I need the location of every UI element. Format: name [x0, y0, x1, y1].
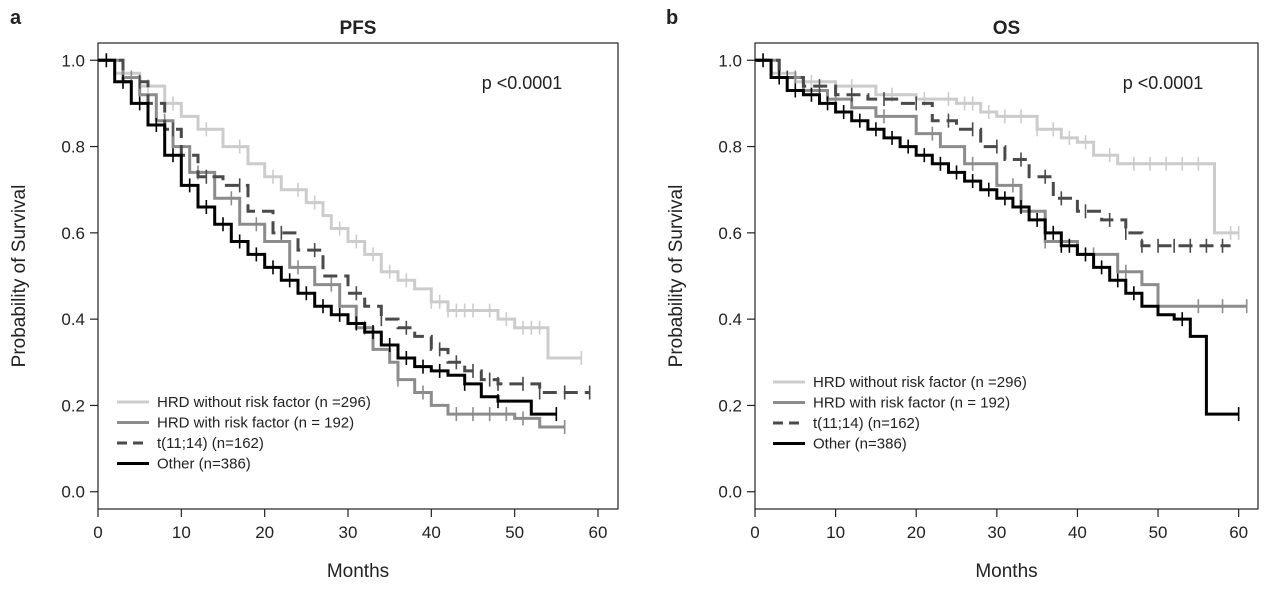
x-tick-label: 20 — [255, 523, 274, 542]
x-tick-label: 50 — [1149, 523, 1168, 542]
x-axis-title: Months — [975, 561, 1037, 582]
legend-label: HRD with risk factor (n = 192) — [157, 415, 354, 432]
x-tick-label: 50 — [505, 523, 524, 542]
y-tick-label: 1.0 — [61, 51, 85, 70]
series-line-other — [98, 58, 557, 416]
x-tick-label: 0 — [750, 523, 759, 542]
chart-panel-a: a PFS 0.0 0.2 0.4 0.6 0.8 1.0 0 10 20 30 40 50 60 Month… — [9, 7, 619, 582]
x-tick-label: 30 — [987, 523, 1006, 542]
legend-label: HRD with risk factor (n = 192) — [813, 395, 1010, 412]
legend-label: HRD without risk factor (n =296) — [813, 374, 1027, 391]
y-tick-label: 1.0 — [718, 51, 742, 70]
y-tick-label: 0.0 — [61, 483, 85, 502]
y-tick-label: 0.8 — [718, 138, 742, 157]
x-tick-label: 40 — [1068, 523, 1087, 542]
y-axis-title: Probability of Survival — [9, 185, 30, 368]
y-tick-label: 0.0 — [718, 483, 742, 502]
y-tick-label: 0.4 — [718, 310, 742, 329]
legend-label: Other (n=386) — [157, 456, 251, 473]
y-tick-label: 0.4 — [61, 310, 85, 329]
series-line-hrd_without — [755, 58, 1239, 235]
y-tick-label: 0.6 — [61, 224, 85, 243]
panel-title: PFS — [340, 18, 377, 39]
legend-label: t(11;14) (n=162) — [813, 415, 920, 432]
x-tick-label: 10 — [826, 523, 845, 542]
series-line-t1114 — [98, 58, 590, 394]
x-tick-label: 60 — [589, 523, 608, 542]
series-line-hrd_with — [755, 58, 1247, 308]
x-tick-label: 40 — [422, 523, 441, 542]
x-axis-title: Months — [327, 561, 389, 582]
legend-label: Other (n=386) — [813, 436, 907, 453]
panel-title: OS — [993, 18, 1020, 39]
y-axis-title: Probability of Survival — [666, 185, 687, 368]
x-tick-label: 60 — [1229, 523, 1248, 542]
x-tick-label: 20 — [907, 523, 926, 542]
series-line-t1114 — [755, 58, 1231, 248]
y-tick-label: 0.8 — [61, 138, 85, 157]
x-tick-label: 0 — [93, 523, 102, 542]
y-tick-label: 0.2 — [718, 396, 742, 415]
plot-frame — [97, 42, 619, 510]
chart-panel-b: b OS 0.0 0.2 0.4 0.6 0.8 1.0 0 10 20 30 40 50 60 Months… — [666, 7, 1259, 582]
series-line-hrd_with — [98, 58, 565, 429]
y-tick-label: 0.6 — [718, 224, 742, 243]
legend-label: t(11;14) (n=162) — [157, 435, 264, 452]
series-line-other — [755, 58, 1239, 416]
p-value-annotation: p <0.0001 — [1123, 73, 1204, 93]
p-value-annotation: p <0.0001 — [482, 73, 563, 93]
x-tick-label: 10 — [172, 523, 191, 542]
plot-frame — [754, 42, 1259, 510]
panel-letter: b — [666, 7, 678, 29]
panel-letter: a — [10, 7, 22, 29]
y-tick-label: 0.2 — [61, 396, 85, 415]
x-tick-label: 30 — [339, 523, 358, 542]
legend-label: HRD without risk factor (n =296) — [157, 394, 371, 411]
